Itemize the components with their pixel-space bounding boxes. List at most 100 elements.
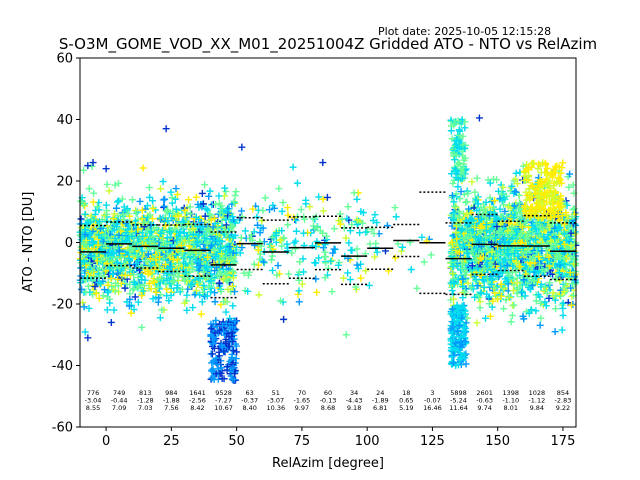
- scatter-point: [568, 292, 576, 300]
- scatter-point: [161, 195, 169, 203]
- scatter-point: [96, 225, 104, 233]
- scatter-point: [109, 270, 117, 278]
- scatter-point: [503, 261, 511, 269]
- scatter-point: [80, 166, 88, 174]
- scatter-point: [171, 195, 179, 203]
- scatter-point: [463, 249, 471, 257]
- scatter-point: [518, 288, 526, 296]
- scatter-point: [115, 231, 123, 239]
- scatter-point: [189, 304, 197, 312]
- scatter-point: [501, 207, 509, 215]
- scatter-point: [516, 271, 524, 279]
- scatter-point: [455, 208, 463, 216]
- scatter-point: [207, 277, 215, 285]
- scatter-point: [223, 277, 231, 285]
- scatter-point: [319, 207, 327, 215]
- scatter-point: [292, 227, 300, 235]
- scatter-point: [528, 281, 536, 289]
- scatter-point: [156, 228, 164, 236]
- scatter-point: [278, 207, 286, 215]
- scatter-point: [558, 326, 566, 334]
- scatter-point: [518, 289, 526, 297]
- scatter-point: [165, 227, 173, 235]
- scatter-point: [130, 271, 138, 279]
- x-tick-label: 175: [551, 434, 576, 449]
- scatter-points: [76, 114, 580, 384]
- scatter-point: [454, 183, 462, 191]
- scatter-point: [114, 275, 122, 283]
- scatter-point: [105, 187, 113, 195]
- bin-std-label: 8.55: [86, 404, 100, 412]
- scatter-point: [490, 175, 498, 183]
- scatter-point: [353, 261, 361, 269]
- scatter-point: [568, 225, 576, 233]
- scatter-point: [394, 240, 402, 248]
- scatter-point: [211, 298, 219, 306]
- scatter-point: [167, 291, 175, 299]
- scatter-point: [524, 234, 532, 242]
- scatter-point: [551, 254, 559, 262]
- scatter-point: [357, 274, 365, 282]
- scatter-point: [186, 203, 194, 211]
- scatter-point: [477, 271, 485, 279]
- scatter-point: [505, 294, 513, 302]
- scatter-point: [471, 223, 479, 231]
- scatter-point: [101, 241, 109, 249]
- scatter-point: [510, 301, 518, 309]
- scatter-point: [500, 201, 508, 209]
- scatter-point: [146, 238, 154, 246]
- scatter-point: [106, 263, 114, 271]
- scatter-point: [142, 257, 150, 265]
- scatter-point: [109, 249, 117, 257]
- scatter-point: [124, 209, 132, 217]
- scatter-point: [139, 287, 147, 295]
- scatter-point: [458, 225, 466, 233]
- scatter-point: [207, 270, 215, 278]
- scatter-point: [231, 231, 239, 239]
- scatter-point: [169, 255, 177, 263]
- scatter-point: [506, 187, 514, 195]
- scatter-point: [103, 210, 111, 218]
- scatter-point: [118, 195, 126, 203]
- scatter-point: [102, 254, 110, 262]
- scatter-point: [229, 274, 237, 282]
- scatter-point: [87, 212, 95, 220]
- scatter-point: [295, 287, 303, 295]
- scatter-point: [130, 278, 138, 286]
- scatter-point: [203, 273, 211, 281]
- scatter-point: [509, 262, 517, 270]
- scatter-point: [474, 282, 482, 290]
- scatter-point: [449, 270, 457, 278]
- scatter-point: [280, 315, 288, 323]
- scatter-point: [497, 280, 505, 288]
- scatter-point: [313, 288, 321, 296]
- x-tick-label: 150: [485, 434, 510, 449]
- scatter-point: [447, 258, 455, 266]
- scatter-point: [110, 243, 118, 251]
- scatter-point: [450, 209, 458, 217]
- scatter-point: [498, 196, 506, 204]
- scatter-point: [385, 267, 393, 275]
- scatter-point: [549, 289, 557, 297]
- scatter-point: [448, 192, 456, 200]
- scatter-point: [90, 245, 98, 253]
- scatter-point: [126, 261, 134, 269]
- scatter-point: [220, 298, 228, 306]
- scatter-point: [101, 273, 109, 281]
- scatter-point: [79, 201, 87, 209]
- scatter-point: [552, 305, 560, 313]
- scatter-point: [207, 242, 215, 250]
- scatter-point: [504, 245, 512, 253]
- scatter-point: [279, 199, 287, 207]
- scatter-point: [125, 302, 133, 310]
- scatter-point: [172, 205, 180, 213]
- scatter-point: [461, 288, 469, 296]
- scatter-point: [449, 179, 457, 187]
- scatter-point: [512, 169, 520, 177]
- scatter-point: [150, 265, 158, 273]
- scatter-point: [205, 283, 213, 291]
- scatter-point: [457, 227, 465, 235]
- scatter-point: [178, 234, 186, 242]
- scatter-point: [164, 206, 172, 214]
- scatter-point: [330, 225, 338, 233]
